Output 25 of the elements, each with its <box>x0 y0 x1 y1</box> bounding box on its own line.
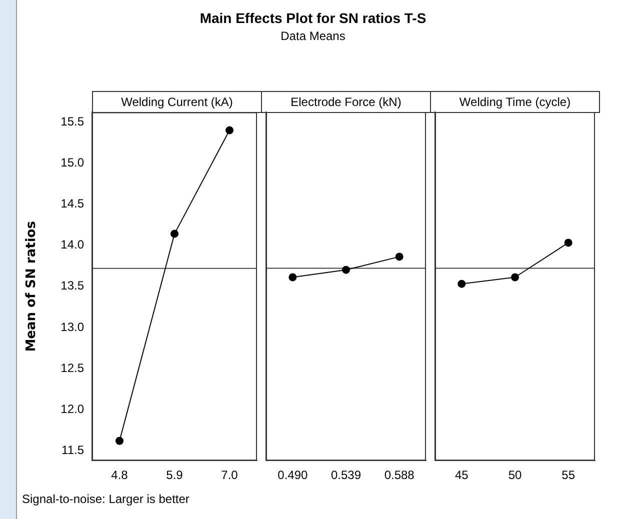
text: Signal-to-noise: Larger is better <box>22 492 190 506</box>
x-tick-label: 50 <box>508 468 522 482</box>
y-tick-label: 13.0 <box>60 320 84 334</box>
x-tick-label: 0.490 <box>278 468 308 482</box>
text: Main Effects Plot for SN ratios T-S <box>198 10 428 26</box>
x-tick-label: 7.0 <box>221 468 238 482</box>
y-axis-title: Mean of SN ratios <box>24 220 40 352</box>
x-tick-label: 4.8 <box>111 468 128 482</box>
y-tick-label: 11.5 <box>62 443 84 458</box>
y-tick-label: 14.5 <box>60 196 84 211</box>
x-tick-label: 55 <box>562 468 576 482</box>
x-tick-label: 45 <box>454 468 469 482</box>
y-tick-label: 12.0 <box>60 402 84 416</box>
x-tick-label: 0.588 <box>384 468 415 482</box>
x-tick-label: 5.9 <box>166 468 184 482</box>
y-tick-label: 14.0 <box>60 238 84 252</box>
y-tick-label: 12.5 <box>60 360 84 375</box>
y-tick-label: 15.5 <box>60 114 84 128</box>
panel-header-frame: Welding Current (kA) <box>92 91 262 113</box>
chart-subtitle: Data Means <box>280 29 346 43</box>
y-tick-label: 15.0 <box>60 155 84 170</box>
panel-header-frame: Electrode Force (kN) <box>261 91 431 113</box>
x-tick-label: 0.539 <box>330 468 362 482</box>
panel-header-frame: Welding Time (cycle) <box>430 91 600 113</box>
y-tick-label: 13.5 <box>60 278 84 293</box>
